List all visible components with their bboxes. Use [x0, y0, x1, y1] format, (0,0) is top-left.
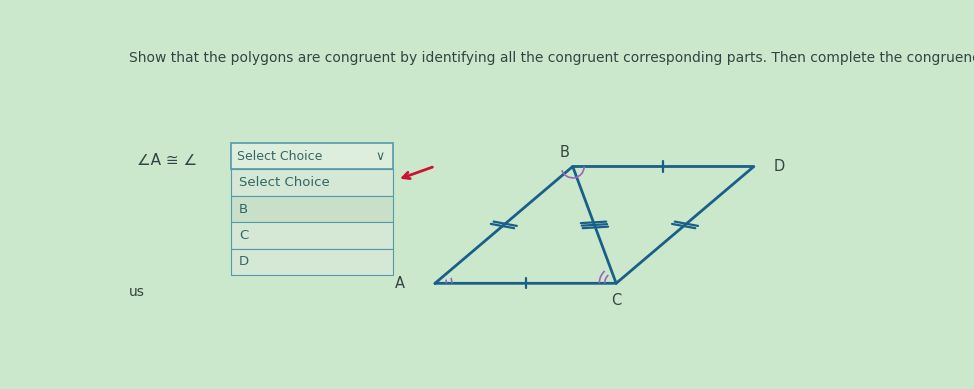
Text: ∨: ∨	[375, 149, 385, 163]
Text: B: B	[239, 203, 247, 216]
Text: C: C	[611, 293, 621, 308]
Text: C: C	[239, 229, 248, 242]
Text: Show that the polygons are congruent by identifying all the congruent correspond: Show that the polygons are congruent by …	[130, 51, 974, 65]
Bar	[231, 196, 393, 222]
Text: us: us	[130, 285, 145, 299]
Bar	[231, 170, 393, 196]
Text: A: A	[395, 276, 405, 291]
Text: D: D	[773, 159, 785, 174]
Text: D: D	[239, 255, 249, 268]
Bar	[231, 142, 393, 170]
Bar	[231, 249, 393, 275]
Text: ∠A ≅ ∠: ∠A ≅ ∠	[136, 153, 197, 168]
Text: Select Choice: Select Choice	[238, 149, 322, 163]
Text: B: B	[559, 145, 570, 160]
Bar	[231, 222, 393, 249]
Text: Select Choice: Select Choice	[239, 176, 329, 189]
